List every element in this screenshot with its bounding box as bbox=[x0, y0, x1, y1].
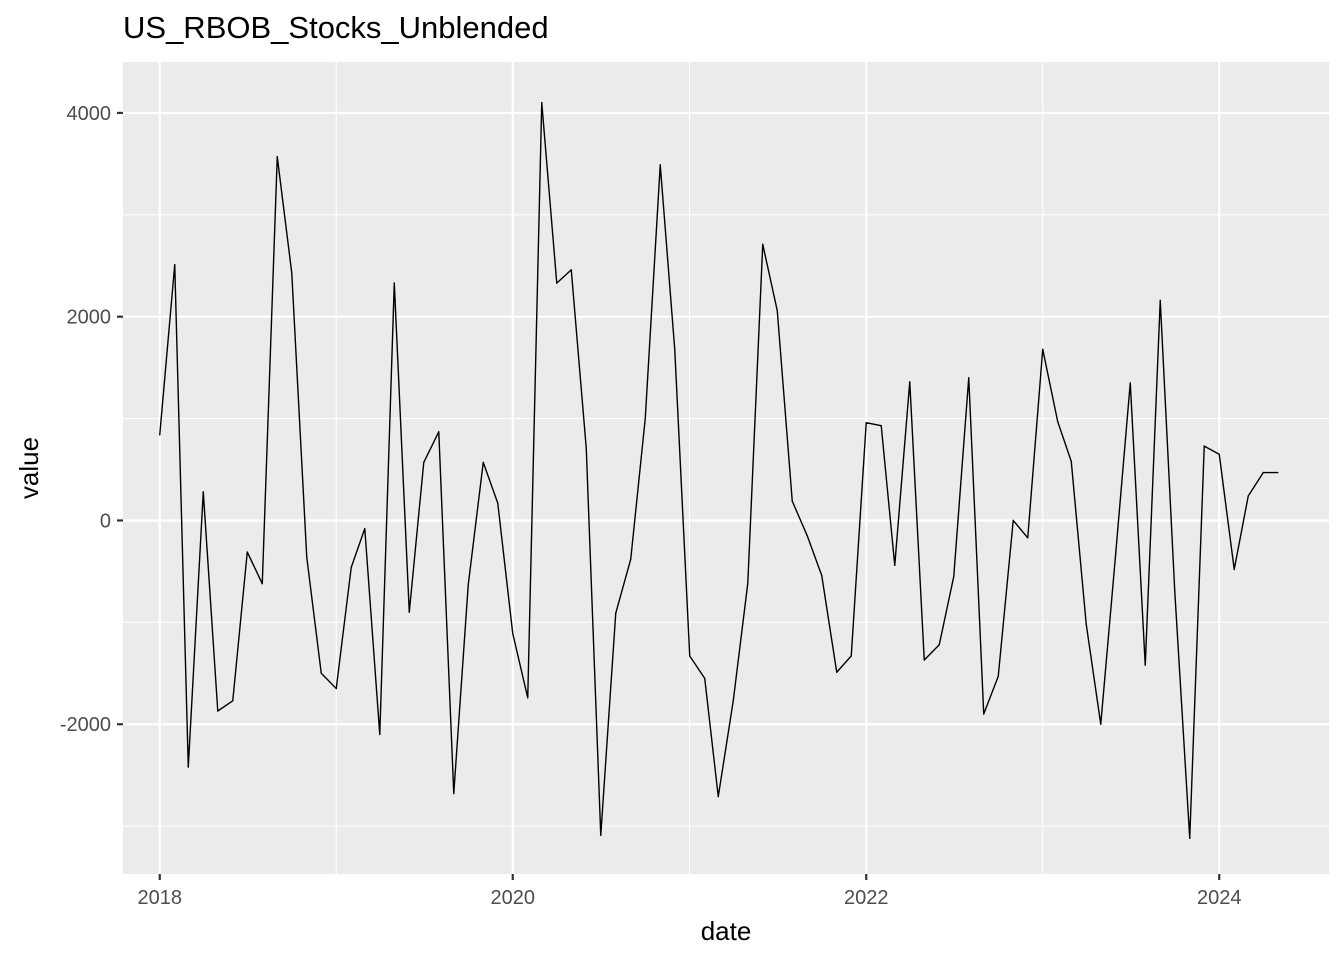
x-tick-label: 2018 bbox=[138, 887, 183, 909]
data-point bbox=[894, 564, 896, 566]
data-point bbox=[1100, 723, 1102, 725]
data-point bbox=[880, 425, 882, 427]
data-point bbox=[1174, 590, 1176, 592]
data-point bbox=[850, 655, 852, 657]
data-point bbox=[717, 795, 719, 798]
x-axis-title: date bbox=[701, 916, 752, 946]
data-point bbox=[159, 434, 161, 436]
data-point bbox=[246, 551, 248, 553]
data-point bbox=[600, 834, 602, 836]
y-tick-label: 4000 bbox=[67, 103, 112, 125]
y-axis-title: value bbox=[14, 437, 44, 499]
data-point bbox=[232, 700, 234, 702]
data-point bbox=[909, 381, 911, 383]
data-point bbox=[570, 269, 572, 271]
x-tick-label: 2020 bbox=[490, 887, 535, 909]
chart-title: US_RBOB_Stocks_Unblended bbox=[123, 10, 549, 45]
data-point bbox=[821, 574, 823, 577]
data-point bbox=[1012, 519, 1014, 522]
data-point bbox=[1057, 420, 1059, 423]
data-point bbox=[923, 659, 925, 661]
data-point bbox=[1115, 552, 1117, 554]
data-point bbox=[379, 733, 381, 736]
data-point bbox=[364, 527, 366, 530]
data-point bbox=[408, 611, 410, 613]
data-point bbox=[1129, 382, 1131, 384]
data-point bbox=[791, 500, 793, 502]
data-point bbox=[1233, 568, 1235, 571]
x-tick-labels: 2018 2020 2022 2024 bbox=[138, 887, 1242, 909]
data-point bbox=[512, 632, 514, 635]
y-tick-label: 0 bbox=[100, 510, 111, 532]
data-point bbox=[423, 461, 425, 464]
data-point bbox=[689, 655, 691, 657]
y-tick-label: 2000 bbox=[67, 307, 112, 329]
data-point bbox=[644, 417, 646, 420]
data-point bbox=[806, 535, 808, 537]
data-point bbox=[556, 282, 558, 284]
data-point bbox=[438, 431, 440, 433]
data-point bbox=[1277, 471, 1279, 474]
data-point bbox=[527, 697, 529, 699]
data-point bbox=[335, 687, 337, 690]
data-point bbox=[1262, 471, 1264, 474]
data-point bbox=[320, 672, 322, 674]
data-point bbox=[585, 447, 587, 449]
data-point bbox=[202, 491, 204, 493]
data-point bbox=[674, 348, 676, 351]
major-gridlines bbox=[123, 62, 1329, 874]
data-point bbox=[467, 583, 469, 586]
data-point bbox=[747, 582, 749, 585]
data-point bbox=[1189, 837, 1191, 840]
data-point bbox=[541, 102, 543, 104]
data-point bbox=[217, 710, 219, 712]
data-point bbox=[276, 156, 278, 158]
data-point bbox=[762, 243, 764, 246]
data-point bbox=[732, 700, 734, 702]
data-point bbox=[497, 502, 499, 504]
data-point bbox=[776, 309, 778, 312]
data-point bbox=[291, 272, 293, 274]
data-point bbox=[938, 644, 940, 646]
data-point bbox=[1247, 495, 1249, 497]
y-tick-label: -2000 bbox=[60, 714, 111, 736]
data-point bbox=[1085, 623, 1087, 626]
data-point bbox=[1070, 460, 1072, 463]
x-tick-label: 2024 bbox=[1197, 887, 1242, 909]
data-point bbox=[1159, 299, 1161, 302]
plot-panel bbox=[123, 62, 1329, 874]
data-points bbox=[159, 102, 1279, 840]
data-point bbox=[865, 421, 867, 424]
data-point bbox=[306, 556, 308, 558]
data-point bbox=[174, 264, 176, 266]
data-point bbox=[1144, 664, 1146, 666]
data-point bbox=[187, 766, 189, 768]
y-tick-labels: -2000 0 2000 4000 bbox=[60, 103, 111, 736]
data-point bbox=[630, 558, 632, 560]
x-tick-label: 2022 bbox=[844, 887, 889, 909]
data-point bbox=[350, 566, 352, 569]
data-point bbox=[615, 612, 617, 614]
data-point bbox=[983, 713, 985, 715]
data-point bbox=[482, 461, 484, 464]
data-point bbox=[953, 575, 955, 578]
data-point bbox=[1027, 537, 1029, 539]
data-point bbox=[393, 282, 395, 284]
data-point bbox=[836, 671, 838, 673]
minor-gridlines bbox=[123, 62, 1329, 874]
data-point bbox=[968, 377, 970, 379]
data-point bbox=[453, 792, 455, 795]
data-point bbox=[704, 677, 706, 680]
data-point bbox=[1042, 348, 1044, 351]
data-point bbox=[261, 582, 263, 585]
data-point bbox=[997, 675, 999, 678]
data-point bbox=[659, 164, 661, 166]
axis-ticks bbox=[117, 111, 1221, 880]
data-point bbox=[1203, 445, 1205, 447]
data-point bbox=[1218, 453, 1220, 455]
